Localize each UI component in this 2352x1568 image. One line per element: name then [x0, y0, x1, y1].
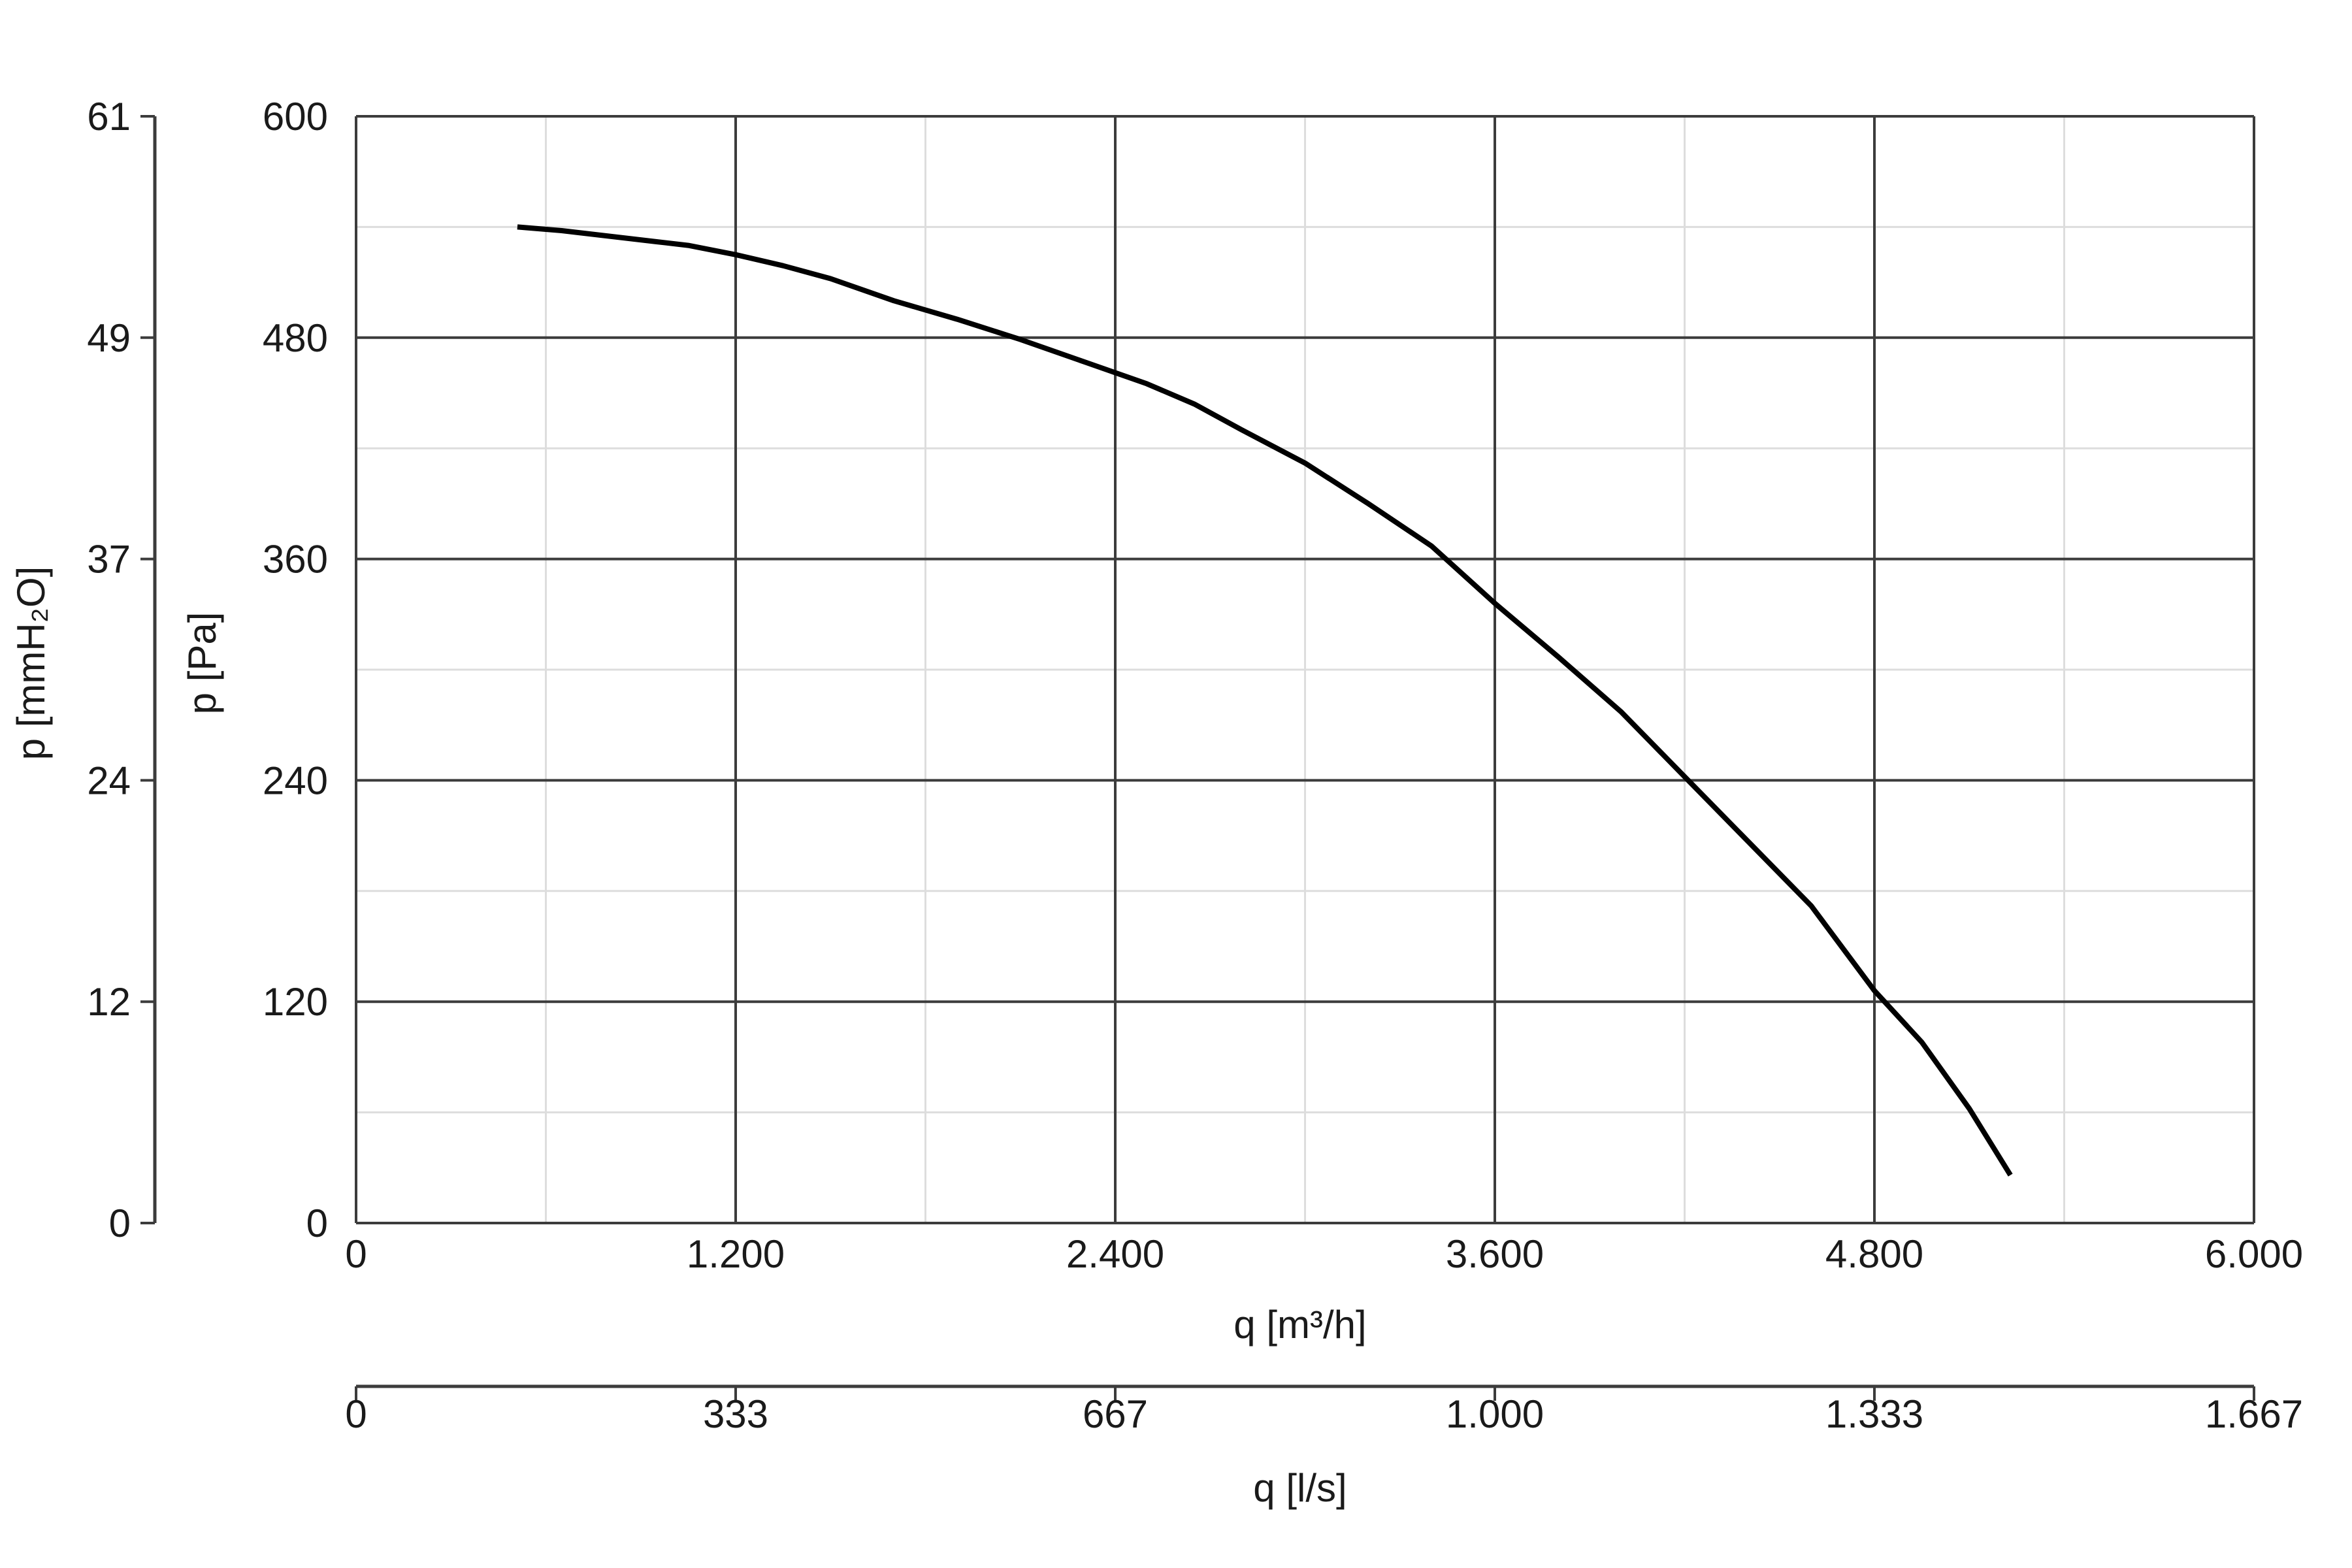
secondary-y-tick-label: 61 [87, 95, 131, 139]
x-tick-label: 3.600 [1446, 1232, 1544, 1276]
secondary-x-tick-label: 667 [1083, 1392, 1148, 1436]
secondary-x-tick-label: 1.333 [1825, 1392, 1923, 1436]
performance-curve [517, 224, 2013, 1177]
secondary-y-tick-label: 0 [109, 1201, 131, 1245]
y-tick-label: 0 [306, 1201, 328, 1245]
x-axis-label: q [m³/h] [1233, 1303, 1366, 1347]
y-axis-label: p [Pa] [180, 612, 224, 715]
tick-labels: 0 1.200 2.400 3.600 4.800 6.00001202403604806… [87, 95, 2303, 1436]
secondary-x-tick-label: 1.667 [2205, 1392, 2303, 1436]
y-tick-label: 120 [263, 980, 328, 1024]
x-tick-label: 6.000 [2205, 1232, 2303, 1276]
secondary-x-axis-label: q [l/s] [1253, 1466, 1347, 1510]
y-tick-label: 240 [263, 759, 328, 802]
secondary-y-axis-label: p [mmH₂O] [9, 566, 53, 760]
x-tick-label: 2.400 [1066, 1232, 1164, 1276]
secondary-y-tick-label: 24 [87, 759, 131, 802]
secondary-x-tick-label: 0 [345, 1392, 367, 1436]
secondary-x-tick-label: 333 [703, 1392, 768, 1436]
secondary-y-tick-label: 37 [87, 538, 131, 581]
minor-grid [356, 116, 2254, 1223]
x-tick-label: 1.200 [687, 1232, 785, 1276]
y-tick-label: 360 [263, 538, 328, 581]
secondary-y-tick-label: 49 [87, 316, 131, 360]
x-tick-label: 4.800 [1825, 1232, 1923, 1276]
x-tick-label: 0 [345, 1232, 367, 1276]
major-grid [355, 115, 2255, 1224]
y-tick-label: 600 [263, 95, 328, 139]
secondary-y-tick-label: 12 [87, 980, 131, 1024]
secondary-x-tick-label: 1.000 [1446, 1392, 1544, 1436]
axes [140, 115, 2255, 1401]
curve-layer [517, 224, 2013, 1177]
y-tick-label: 480 [263, 316, 328, 360]
